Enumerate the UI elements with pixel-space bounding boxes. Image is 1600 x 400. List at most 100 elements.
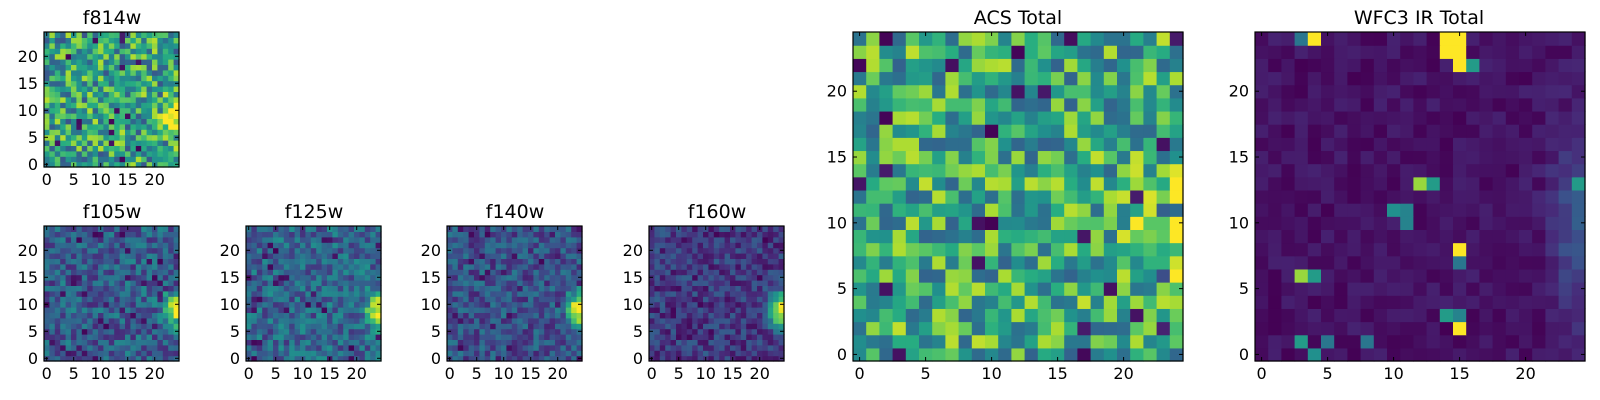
heatmap-cell bbox=[1077, 176, 1092, 191]
heatmap-cell bbox=[173, 102, 180, 109]
heatmap-cell bbox=[87, 301, 94, 308]
heatmap-cell bbox=[262, 247, 269, 254]
heatmap-cell bbox=[985, 97, 999, 112]
heatmap-cell bbox=[60, 328, 67, 335]
heatmap-cell bbox=[1387, 216, 1401, 230]
heatmap-cell bbox=[1413, 58, 1428, 73]
heatmap-cell bbox=[267, 339, 274, 346]
heatmap-cell bbox=[1037, 308, 1052, 323]
heatmap-cell bbox=[538, 339, 545, 346]
heatmap-cell bbox=[108, 156, 115, 163]
heatmap-cell bbox=[1169, 268, 1184, 283]
heatmap-cell bbox=[708, 290, 715, 297]
heatmap-cell bbox=[71, 312, 77, 319]
heatmap-cell bbox=[343, 339, 350, 346]
heatmap-cell bbox=[1347, 137, 1362, 152]
heatmap-cell bbox=[490, 296, 497, 303]
heatmap-cell bbox=[162, 59, 169, 65]
heatmap-cell bbox=[54, 253, 61, 259]
heatmap-cell bbox=[87, 161, 94, 168]
heatmap-cell bbox=[468, 242, 475, 249]
heatmap-cell bbox=[490, 312, 497, 319]
heatmap-cell bbox=[300, 301, 306, 308]
heatmap-cell bbox=[565, 317, 572, 324]
heatmap-cell bbox=[168, 344, 175, 351]
heatmap-cell bbox=[92, 75, 99, 82]
heatmap-cell bbox=[1077, 45, 1092, 59]
heatmap-cell bbox=[327, 307, 333, 313]
heatmap-cell bbox=[65, 328, 72, 335]
heatmap-cell bbox=[103, 161, 110, 168]
heatmap-cell bbox=[348, 334, 355, 340]
heatmap-cell bbox=[135, 274, 142, 281]
heatmap-cell bbox=[919, 163, 933, 178]
heatmap-cell bbox=[879, 321, 894, 336]
x-tick-label: 20 bbox=[145, 364, 165, 383]
heatmap-cell bbox=[484, 323, 491, 330]
heatmap-cell bbox=[168, 301, 175, 308]
heatmap-cell bbox=[1347, 150, 1362, 165]
heatmap-cell bbox=[538, 355, 545, 362]
heatmap-cell bbox=[905, 242, 920, 257]
heatmap-cell bbox=[735, 334, 742, 340]
heatmap-cell bbox=[703, 323, 709, 330]
heatmap-cell bbox=[740, 328, 747, 335]
heatmap-cell bbox=[65, 123, 72, 130]
heatmap-cell bbox=[370, 285, 377, 292]
heatmap-cell bbox=[1334, 137, 1348, 152]
heatmap-cell bbox=[300, 263, 306, 270]
heatmap-cell bbox=[348, 350, 355, 357]
heatmap-cell bbox=[538, 344, 545, 351]
heatmap-cell bbox=[256, 236, 263, 243]
heatmap-cell bbox=[359, 355, 366, 362]
heatmap-cell bbox=[1255, 163, 1269, 178]
heatmap-cell bbox=[130, 140, 137, 146]
heatmap-cell bbox=[971, 84, 986, 99]
heatmap-cell bbox=[1268, 137, 1282, 152]
heatmap-cell bbox=[173, 113, 180, 119]
heatmap-cell bbox=[649, 236, 655, 243]
heatmap-cell bbox=[54, 123, 61, 130]
heatmap-cell bbox=[1037, 150, 1052, 165]
heatmap-cell bbox=[708, 301, 715, 308]
heatmap-cell bbox=[135, 140, 142, 146]
heatmap-cell bbox=[337, 247, 344, 254]
heatmap-cell bbox=[565, 226, 572, 232]
heatmap-cells bbox=[44, 226, 180, 362]
heatmap-cell bbox=[65, 156, 72, 163]
heatmap-cell bbox=[71, 253, 77, 259]
heatmap-cell bbox=[866, 229, 880, 244]
heatmap-cell bbox=[457, 258, 464, 265]
heatmap-cell bbox=[108, 242, 115, 249]
heatmap-cell bbox=[108, 161, 115, 168]
heatmap-cell bbox=[463, 339, 470, 346]
heatmap-cell bbox=[670, 296, 677, 303]
heatmap-cell bbox=[305, 344, 312, 351]
heatmap-cell bbox=[76, 80, 83, 87]
heatmap-cell bbox=[708, 258, 715, 265]
heatmap-cell bbox=[130, 247, 137, 254]
heatmap-cell bbox=[65, 258, 72, 265]
heatmap-cell bbox=[998, 321, 1012, 336]
heatmap-cell bbox=[1519, 282, 1533, 296]
x-tick-label: 10 bbox=[91, 170, 111, 189]
heatmap-cell bbox=[533, 290, 540, 297]
heatmap-cell bbox=[157, 96, 164, 103]
heatmap-cell bbox=[746, 258, 753, 265]
heatmap-cell bbox=[506, 247, 513, 254]
heatmap-cell bbox=[1479, 216, 1494, 230]
heatmap-cell bbox=[359, 242, 366, 249]
heatmap-cell bbox=[1426, 255, 1441, 270]
heatmap-cell bbox=[697, 350, 704, 357]
heatmap-cell bbox=[168, 96, 175, 103]
heatmap-cell bbox=[665, 312, 672, 319]
heatmap-cell bbox=[49, 334, 56, 340]
heatmap-cell bbox=[310, 317, 317, 324]
heatmap-cell bbox=[730, 242, 736, 249]
heatmap-cell bbox=[130, 123, 137, 130]
heatmap-cell bbox=[1413, 189, 1428, 204]
heatmap-cell bbox=[332, 285, 339, 292]
heatmap-cell bbox=[751, 253, 758, 259]
heatmap-cell bbox=[703, 301, 709, 308]
heatmap-cell bbox=[576, 317, 583, 324]
